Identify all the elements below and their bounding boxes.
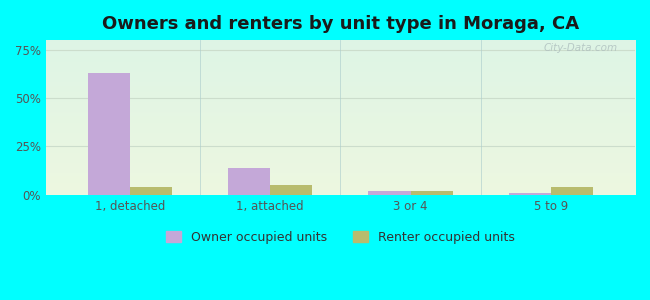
- Bar: [228, 168, 270, 195]
- Bar: [411, 191, 452, 195]
- Bar: [270, 185, 313, 195]
- Bar: [509, 193, 551, 195]
- Text: City-Data.com: City-Data.com: [543, 43, 618, 53]
- Legend: Owner occupied units, Renter occupied units: Owner occupied units, Renter occupied un…: [161, 226, 519, 249]
- Bar: [551, 187, 593, 195]
- Bar: [88, 73, 130, 195]
- Bar: [369, 191, 411, 195]
- Bar: [130, 187, 172, 195]
- Title: Owners and renters by unit type in Moraga, CA: Owners and renters by unit type in Morag…: [102, 15, 579, 33]
